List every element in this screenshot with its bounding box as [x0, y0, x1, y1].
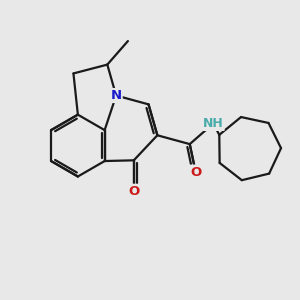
Text: NH: NH [203, 117, 224, 130]
Text: O: O [190, 166, 201, 178]
Text: N: N [111, 89, 122, 102]
Text: O: O [128, 185, 140, 198]
